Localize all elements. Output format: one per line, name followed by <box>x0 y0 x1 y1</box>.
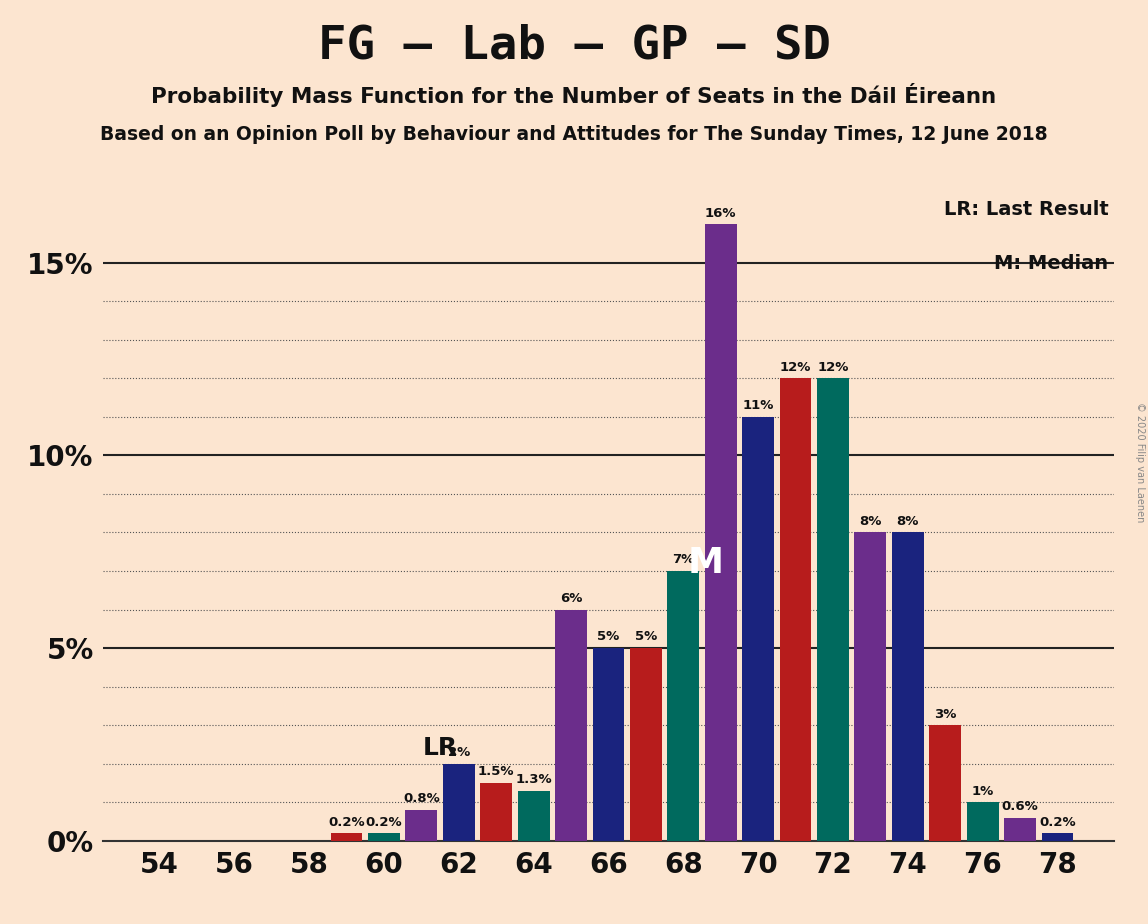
Text: Based on an Opinion Poll by Behaviour and Attitudes for The Sunday Times, 12 Jun: Based on an Opinion Poll by Behaviour an… <box>100 125 1048 144</box>
Text: 7%: 7% <box>672 553 695 566</box>
Text: LR: LR <box>422 736 458 760</box>
Text: FG – Lab – GP – SD: FG – Lab – GP – SD <box>318 23 830 68</box>
Bar <box>854 532 886 841</box>
Text: 0.2%: 0.2% <box>365 816 402 829</box>
Text: © 2020 Filip van Laenen: © 2020 Filip van Laenen <box>1135 402 1145 522</box>
Bar <box>892 532 924 841</box>
Text: 0.6%: 0.6% <box>1002 800 1039 813</box>
Text: 16%: 16% <box>705 206 736 220</box>
Bar <box>630 648 661 841</box>
Text: 3%: 3% <box>934 708 956 721</box>
Text: M: M <box>688 546 723 580</box>
Bar <box>518 791 550 841</box>
Text: 8%: 8% <box>859 515 882 528</box>
Bar <box>1004 818 1035 841</box>
Text: 1.5%: 1.5% <box>478 765 514 778</box>
Text: 0.2%: 0.2% <box>328 816 365 829</box>
Text: 6%: 6% <box>560 592 582 605</box>
Text: 12%: 12% <box>817 360 848 373</box>
Bar <box>1041 833 1073 841</box>
Bar <box>369 833 400 841</box>
Bar <box>967 802 999 841</box>
Text: M: Median: M: Median <box>994 254 1109 273</box>
Bar <box>556 610 587 841</box>
Text: Probability Mass Function for the Number of Seats in the Dáil Éireann: Probability Mass Function for the Number… <box>152 83 996 107</box>
Bar <box>779 378 812 841</box>
Text: 1%: 1% <box>971 784 994 797</box>
Bar <box>667 571 699 841</box>
Bar <box>743 417 774 841</box>
Bar <box>592 648 625 841</box>
Text: 2%: 2% <box>448 746 470 760</box>
Bar <box>929 725 961 841</box>
Bar <box>405 810 437 841</box>
Bar <box>443 764 474 841</box>
Text: 8%: 8% <box>897 515 918 528</box>
Bar <box>480 783 512 841</box>
Text: 0.8%: 0.8% <box>403 793 440 806</box>
Bar <box>817 378 848 841</box>
Text: 0.2%: 0.2% <box>1039 816 1076 829</box>
Text: 12%: 12% <box>779 360 812 373</box>
Text: 5%: 5% <box>635 630 657 643</box>
Text: 5%: 5% <box>597 630 620 643</box>
Text: LR: Last Result: LR: Last Result <box>944 201 1109 219</box>
Bar <box>705 225 737 841</box>
Bar <box>331 833 363 841</box>
Text: 1.3%: 1.3% <box>515 773 552 786</box>
Text: 11%: 11% <box>743 399 774 412</box>
